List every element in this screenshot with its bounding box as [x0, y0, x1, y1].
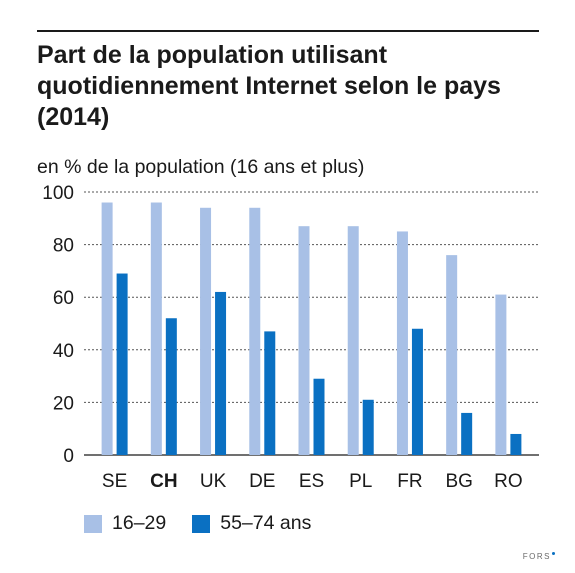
fors-logo: FORS — [523, 552, 555, 561]
bar-uk-series-1 — [200, 207, 212, 455]
bar-de-series-2 — [264, 331, 276, 455]
legend-item-16-29: 16–29 — [84, 512, 166, 535]
bar-uk-series-2 — [215, 291, 227, 455]
y-tick-label-0: 0 — [63, 446, 74, 467]
y-tick-label-20: 20 — [53, 393, 74, 414]
legend: 16–29 55–74 ans — [84, 512, 337, 535]
bar-ch-series-2 — [165, 318, 177, 455]
legend-label-16-29: 16–29 — [112, 512, 167, 534]
bar-fr-series-2 — [411, 328, 423, 455]
bar-se-series-1 — [101, 202, 113, 455]
x-tick-label-ro: RO — [494, 471, 523, 492]
x-tick-label-bg: BG — [445, 471, 472, 492]
x-tick-label-pl: PL — [349, 471, 372, 492]
fors-logo-text: FORS — [522, 552, 551, 561]
bar-se-series-2 — [116, 273, 128, 455]
bar-ch-series-1 — [150, 202, 162, 455]
bar-fr-series-1 — [396, 231, 408, 455]
bar-de-series-1 — [249, 207, 261, 455]
x-tick-label-se: SE — [102, 471, 127, 492]
top-rule — [37, 30, 539, 32]
x-tick-label-ch: CH — [150, 471, 177, 492]
bar-bg-series-1 — [446, 255, 458, 455]
x-tick-label-es: ES — [299, 471, 324, 492]
bar-es-series-1 — [298, 226, 310, 455]
x-tick-label-de: DE — [249, 471, 275, 492]
chart-subtitle: en % de la population (16 ans et plus) — [37, 156, 365, 178]
bar-ro-series-1 — [495, 294, 507, 455]
y-tick-label-80: 80 — [53, 236, 74, 257]
y-tick-label-100: 100 — [42, 183, 74, 204]
y-tick-label-40: 40 — [53, 341, 74, 362]
legend-swatch-55-74 — [192, 514, 211, 533]
y-tick-label-60: 60 — [53, 288, 74, 309]
fors-logo-dot — [552, 552, 555, 555]
bar-pl-series-1 — [347, 226, 359, 455]
x-tick-label-fr: FR — [397, 471, 422, 492]
bar-es-series-2 — [313, 378, 325, 455]
bar-ro-series-2 — [510, 433, 522, 455]
bars-layer — [101, 202, 522, 455]
legend-swatch-16-29 — [84, 514, 102, 533]
legend-item-55-74: 55–74 ans — [192, 512, 311, 535]
bar-pl-series-2 — [362, 399, 374, 455]
labels-layer: 0 20 40 60 80 100 SE CH UK DE ES PL FR BG RO — [42, 183, 522, 492]
chart-title: Part de la population utilisant quotidie… — [37, 41, 501, 131]
legend-label-55-74: 55–74 ans — [220, 512, 312, 534]
x-tick-label-uk: UK — [200, 471, 227, 492]
bar-bg-series-2 — [461, 412, 473, 455]
